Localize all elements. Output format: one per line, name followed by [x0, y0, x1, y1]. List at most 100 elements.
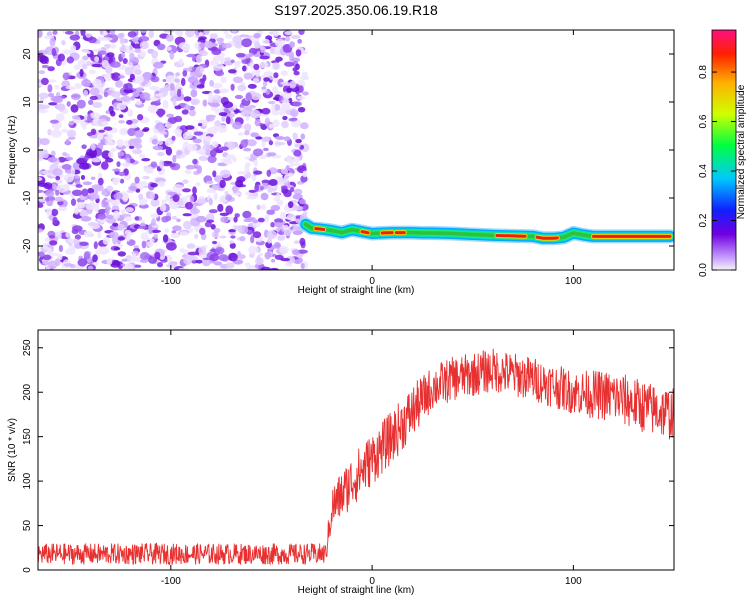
noise-blob: [291, 35, 301, 39]
noise-blob: [105, 110, 110, 114]
noise-blob: [277, 235, 285, 241]
noise-blob: [48, 93, 54, 98]
noise-blob: [91, 158, 101, 163]
y-tick-label: 10: [22, 96, 33, 108]
noise-blob: [288, 118, 297, 122]
noise-blob: [212, 185, 219, 190]
noise-blob: [84, 231, 93, 238]
snr-ylabel: SNR (10 * v/v): [7, 418, 18, 482]
noise-blob: [283, 190, 292, 198]
noise-blob: [173, 194, 180, 202]
noise-blob: [253, 64, 259, 70]
noise-blob: [127, 62, 133, 67]
noise-blob: [145, 98, 150, 101]
noise-blob: [107, 186, 114, 192]
noise-blob: [226, 116, 231, 124]
noise-blob: [226, 154, 236, 160]
y-tick-label: 200: [22, 383, 33, 400]
noise-blob: [87, 114, 91, 123]
noise-blob: [163, 100, 169, 109]
noise-blob: [135, 177, 140, 184]
noise-blob: [65, 232, 70, 238]
x-tick-label: -100: [161, 276, 181, 287]
noise-blob: [241, 110, 251, 117]
noise-blob: [110, 111, 115, 117]
noise-blob: [166, 75, 175, 83]
noise-blob: [214, 261, 222, 265]
noise-blob: [139, 36, 150, 42]
noise-blob: [118, 236, 125, 240]
noise-blob: [297, 39, 302, 44]
noise-blob: [287, 214, 296, 221]
noise-blob: [219, 112, 227, 116]
noise-blob: [272, 86, 278, 92]
noise-blob: [62, 152, 67, 156]
x-tick-label: 100: [565, 276, 582, 287]
noise-blob: [203, 144, 211, 150]
noise-blob: [265, 252, 271, 260]
noise-blob: [182, 179, 189, 184]
noise-blob: [301, 134, 306, 140]
x-tick-label: -100: [161, 576, 181, 587]
noise-blob: [89, 70, 96, 75]
noise-blob: [255, 119, 261, 126]
noise-blob: [48, 261, 57, 270]
noise-blob: [58, 54, 65, 62]
noise-blob: [195, 69, 200, 75]
noise-blob: [299, 199, 306, 204]
noise-blob: [140, 41, 149, 49]
noise-blob: [166, 242, 177, 250]
noise-blob: [50, 120, 59, 124]
noise-blob: [275, 57, 283, 62]
noise-blob: [197, 84, 205, 88]
noise-blob: [198, 36, 206, 40]
noise-blob: [98, 178, 104, 186]
noise-blob: [212, 241, 217, 244]
noise-blob: [158, 110, 164, 118]
noise-blob: [122, 194, 128, 202]
noise-blob: [238, 225, 242, 233]
noise-blob: [197, 198, 207, 204]
noise-blob: [70, 264, 76, 268]
noise-blob: [174, 129, 182, 135]
noise-blob: [82, 64, 88, 70]
noise-blob: [246, 172, 251, 179]
noise-blob: [79, 242, 89, 246]
noise-blob: [280, 212, 286, 220]
noise-blob: [109, 232, 119, 239]
noise-blob: [274, 136, 285, 139]
y-tick-label: 20: [22, 48, 33, 60]
noise-blob: [192, 186, 197, 194]
noise-blob: [204, 27, 210, 35]
noise-blob: [166, 147, 172, 156]
noise-blob: [235, 180, 243, 188]
noise-blob: [101, 161, 109, 170]
noise-blob: [75, 83, 82, 89]
colorbar-gradient: [712, 30, 736, 270]
noise-blob: [83, 90, 88, 97]
noise-blob: [172, 155, 176, 163]
noise-blob: [219, 88, 229, 93]
noise-blob: [141, 232, 149, 240]
noise-blob: [52, 31, 57, 35]
noise-blob: [38, 183, 49, 187]
noise-blob: [91, 194, 100, 200]
noise-blob: [220, 170, 231, 178]
noise-blob: [224, 57, 230, 61]
noise-blob: [231, 84, 235, 91]
noise-blob: [174, 79, 180, 83]
noise-blob: [199, 156, 209, 161]
colorbar-tick-label: 0.8: [698, 65, 709, 79]
noise-blob: [302, 72, 308, 79]
noise-blob: [98, 213, 107, 219]
snr-xlabel: Height of straight line (km): [298, 585, 415, 596]
noise-blob: [92, 79, 102, 88]
noise-blob: [237, 171, 247, 175]
noise-blob: [129, 53, 135, 60]
noise-blob: [256, 70, 260, 77]
noise-blob: [208, 181, 213, 184]
noise-blob: [247, 139, 257, 146]
noise-blob: [273, 30, 279, 37]
noise-blob: [137, 114, 143, 120]
